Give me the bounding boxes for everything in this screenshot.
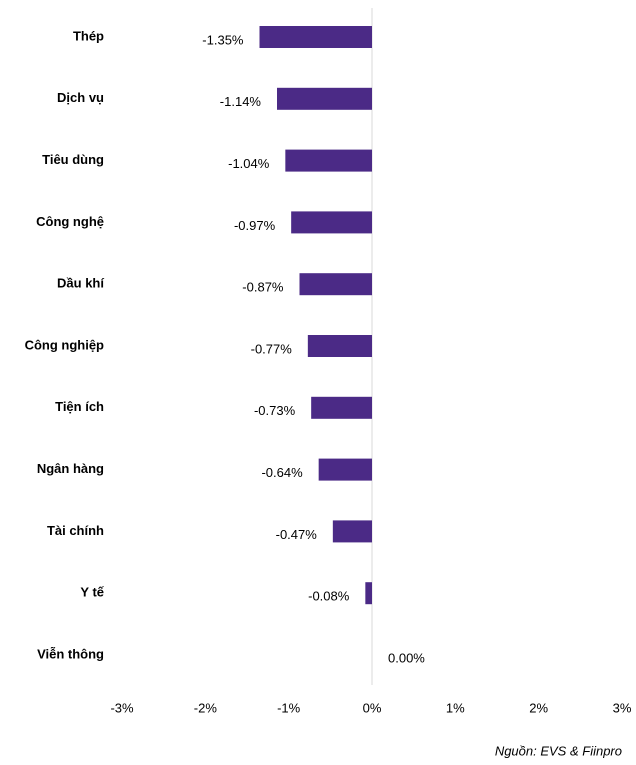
x-tick-label: 3% [613,700,632,715]
category-label: Dầu khí [57,276,104,291]
value-label: -0.77% [251,341,293,356]
bar [318,458,372,481]
bar [307,335,372,357]
x-tick-label: 0% [363,700,382,715]
x-tick-label: 1% [446,700,465,715]
value-label: -1.35% [202,32,244,47]
category-label: Thép [73,28,104,43]
bar [259,26,372,48]
bar [365,582,372,605]
x-tick-label: 2% [529,700,548,715]
category-label: Công nghệ [36,214,104,229]
x-tick-label: -3% [110,700,134,715]
bar [291,211,372,234]
bar [277,87,372,110]
x-tick-label: -1% [277,700,301,715]
bar [311,396,372,419]
category-label: Tiêu dùng [42,152,104,167]
value-label: -1.14% [220,94,262,109]
bar [299,273,372,296]
value-label: -0.87% [242,280,284,295]
bar [285,149,372,172]
category-label: Viễn thông [37,646,104,661]
value-label: -0.73% [254,403,296,418]
category-label: Dịch vụ [57,90,104,105]
value-label: -1.04% [228,156,270,171]
value-label: 0.00% [388,650,425,665]
category-label: Công nghiệp [25,337,104,352]
x-tick-label: -2% [194,700,218,715]
value-label: -0.47% [276,527,318,542]
value-label: -0.97% [234,218,276,233]
category-label: Tiện ích [55,399,104,414]
bar [332,520,372,543]
category-label: Tài chính [47,523,104,538]
source-note: Nguồn: EVS & Fiinpro [495,743,622,758]
category-label: Y tế [80,585,104,600]
value-label: -0.08% [308,589,350,604]
value-label: -0.64% [261,465,303,480]
category-label: Ngân hàng [37,461,104,476]
